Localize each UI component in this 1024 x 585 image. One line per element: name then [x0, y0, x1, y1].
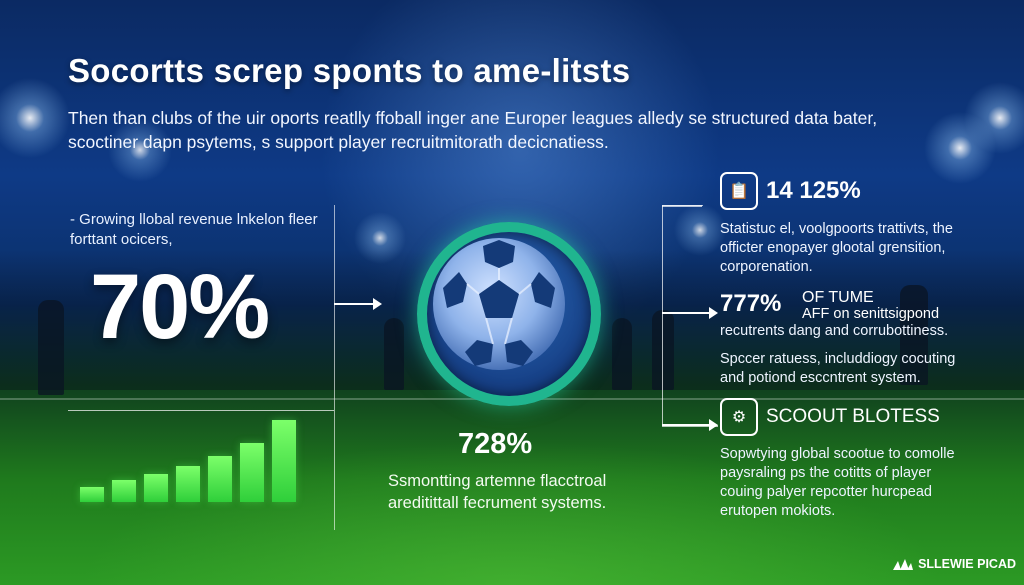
page-title: Socortts scrер sponts to ame-litsts — [68, 52, 631, 89]
microscope-icon: ⚙ — [720, 398, 758, 436]
stat-2-title: OF TUME — [802, 289, 874, 306]
stat-2-value: 777% — [720, 290, 782, 317]
big-stat: 70% — [90, 256, 270, 358]
logo-icon — [892, 557, 914, 571]
bar — [272, 420, 296, 502]
player-silhouette — [612, 318, 632, 390]
football-icon — [417, 222, 601, 406]
bar — [208, 456, 232, 502]
growth-bar-chart — [80, 420, 300, 502]
stat-2-text-2: Spccer ratuess, includdiogy cocuting and… — [720, 351, 956, 386]
bar — [240, 443, 264, 502]
bracket-line — [662, 205, 702, 207]
divider — [68, 410, 334, 411]
stat-3: ⚙ SCOOUT BLOTESS — [720, 398, 940, 436]
stat-1: 📋 14 125% — [720, 172, 861, 210]
clipboard-icon: 📋 — [720, 172, 758, 210]
player-silhouette — [900, 285, 928, 385]
bar — [144, 474, 168, 502]
player-silhouette — [652, 310, 674, 390]
stat-2-head: OF TUME AFF on senittsigpond — [802, 289, 939, 323]
divider — [334, 205, 335, 530]
brand-name: SLLEWIE PICAD — [918, 557, 1016, 571]
arrow-right-icon — [662, 419, 718, 431]
stat-2-subtitle: AFF on senittsigpond — [802, 306, 940, 322]
stat-1-value: 14 125% — [766, 177, 861, 204]
player-silhouette — [38, 300, 64, 395]
stat-2: 777% — [720, 290, 781, 318]
revenue-label: - Growing llobal revenue lnkelon fleer f… — [70, 211, 318, 248]
bracket-line — [662, 205, 703, 426]
stat-3-title: SCOOUT BLOTESS — [766, 406, 940, 427]
intro-text: Then than clubs of the uir oports reatll… — [68, 108, 878, 152]
stat-3-text: Sopwtying global scootue to comolle pays… — [720, 446, 955, 519]
bar — [80, 487, 104, 502]
stat-2-text: recutrents dang and corrubottiness. — [720, 323, 949, 339]
bar — [112, 480, 136, 502]
player-silhouette — [384, 318, 404, 390]
arrow-right-icon — [662, 307, 718, 319]
bar — [176, 466, 200, 502]
stat-1-text: Statistuc el, voolgpoorts trattivts, the… — [720, 221, 953, 275]
center-description: Ssmontting artemne flacctroal aredititta… — [388, 472, 607, 512]
center-stat: 728% — [458, 428, 533, 460]
brand-logo: SLLEWIE PICAD — [892, 557, 1016, 571]
arrow-right-icon — [334, 298, 382, 310]
